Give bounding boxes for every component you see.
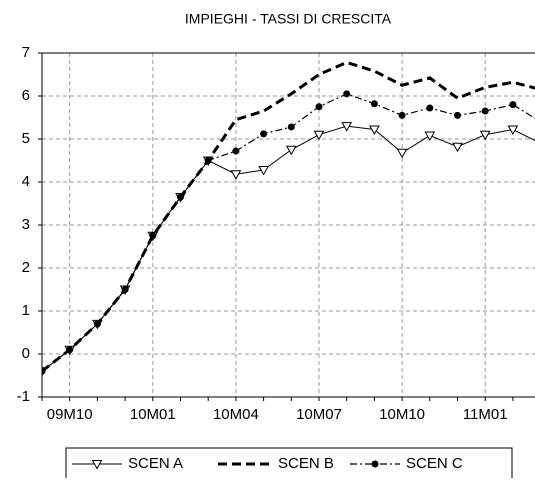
legend-label: SCEN B — [278, 455, 334, 472]
point-marker — [481, 131, 490, 139]
plot-area — [38, 62, 535, 375]
y-tick-label: 4 — [22, 173, 30, 190]
point-marker — [426, 105, 433, 112]
point-marker — [66, 346, 73, 353]
x-tick-label: 09M10 — [47, 406, 93, 423]
x-tick-label: 11M01 — [463, 406, 508, 423]
series-line — [42, 126, 535, 371]
y-tick-label: 3 — [22, 216, 30, 233]
point-marker — [453, 143, 462, 151]
point-marker — [399, 112, 406, 119]
x-tick-label: 10M04 — [213, 406, 259, 423]
point-marker — [509, 101, 516, 108]
y-tick-label: 1 — [22, 302, 30, 319]
legend-label: SCEN A — [128, 455, 183, 472]
point-marker — [288, 123, 295, 130]
point-marker — [205, 157, 212, 164]
legend-label: SCEN C — [406, 455, 463, 472]
y-tick-label: 7 — [22, 44, 30, 61]
point-marker — [287, 146, 296, 154]
x-tick-label: 10M01 — [130, 406, 176, 423]
x-tick-label: 10M07 — [296, 406, 342, 423]
y-tick-label: 6 — [22, 87, 30, 104]
point-marker — [454, 112, 461, 119]
point-marker — [482, 108, 489, 115]
point-marker — [94, 320, 101, 327]
chart-title: IMPIEGHI - TASSI DI CRESCITA — [185, 11, 392, 27]
point-marker — [232, 148, 239, 155]
series-line — [42, 62, 535, 371]
series-line — [42, 94, 535, 371]
point-marker — [372, 461, 379, 468]
grid — [42, 53, 535, 397]
x-tick-label: 10M10 — [379, 406, 425, 423]
point-marker — [177, 194, 184, 201]
point-marker — [231, 171, 240, 179]
y-tick-label: 2 — [22, 259, 30, 276]
point-marker — [343, 90, 350, 97]
point-marker — [370, 126, 379, 134]
y-tick-label: -1 — [17, 388, 30, 405]
y-tick-label: 0 — [22, 345, 30, 362]
point-marker — [122, 286, 129, 293]
point-marker — [315, 131, 324, 139]
point-marker — [260, 130, 267, 137]
y-tick-label: 5 — [22, 130, 30, 147]
point-marker — [149, 232, 156, 239]
point-marker — [371, 100, 378, 107]
point-marker — [316, 103, 323, 110]
point-marker — [425, 132, 434, 140]
point-marker — [398, 149, 407, 157]
